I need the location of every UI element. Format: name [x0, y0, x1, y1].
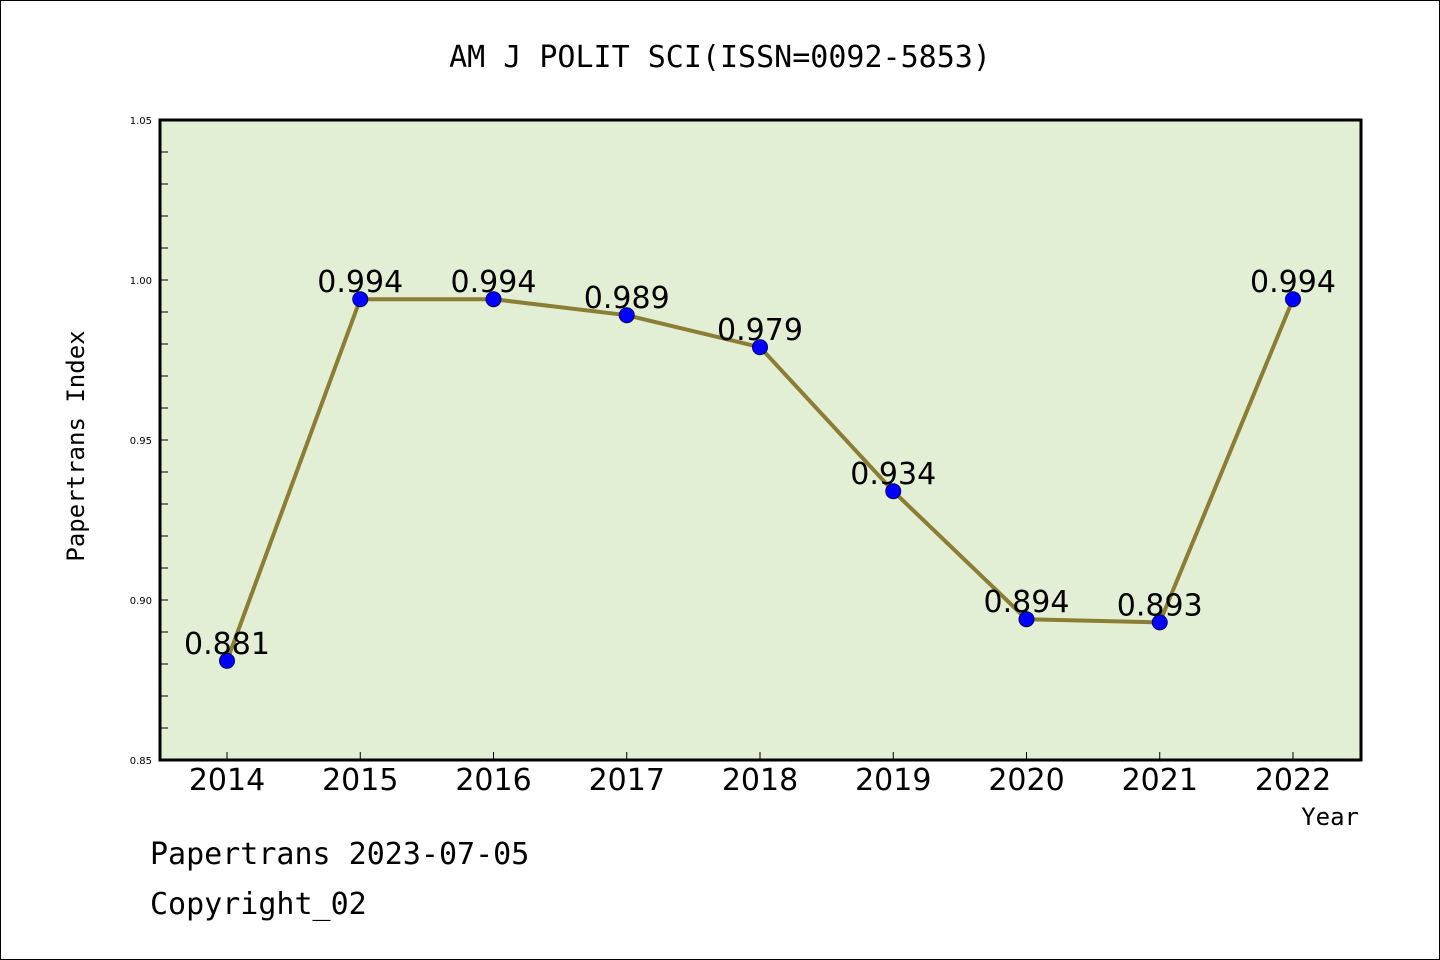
- data-point: [485, 291, 502, 308]
- y-tick-label: 1.00: [130, 276, 152, 287]
- data-label: 0.893: [1117, 588, 1203, 623]
- data-point: [219, 652, 235, 669]
- x-tick-label: 2018: [722, 763, 798, 798]
- data-point: [1018, 611, 1035, 628]
- y-tick-label: 0.85: [130, 756, 152, 767]
- data-point: [352, 291, 369, 308]
- data-point: [1151, 614, 1168, 631]
- y-tick-label: 0.95: [130, 436, 152, 447]
- x-tick-label: 2015: [322, 763, 398, 798]
- data-label: 0.881: [184, 627, 270, 662]
- x-tick-label: 2020: [988, 763, 1064, 798]
- data-point: [1285, 291, 1301, 308]
- data-point: [752, 339, 768, 356]
- data-point: [885, 483, 902, 500]
- x-axis-label: Year: [1301, 803, 1359, 831]
- data-label: 0.934: [850, 457, 936, 492]
- x-tick-label: 2016: [455, 763, 531, 798]
- x-tick-label: 2021: [1122, 763, 1198, 798]
- plot-border: [158, 118, 1363, 762]
- y-axis-label: Papertrans Index: [62, 330, 90, 561]
- y-tick-label: 1.05: [130, 116, 152, 127]
- data-label: 0.994: [451, 265, 537, 300]
- data-label: 0.979: [717, 313, 803, 348]
- x-tick-label: 2017: [589, 763, 665, 798]
- x-axis: 2014 2015 2016 2017 2018 2019 2020 2021 2022: [189, 752, 1331, 798]
- footer-date: Papertrans 2023-07-05: [150, 837, 529, 872]
- x-tick-label: 2022: [1255, 763, 1331, 798]
- data-labels: 0.881 0.994 0.994 0.989 0.979 0.934 0.894 0.893…: [184, 265, 1336, 662]
- data-point: [618, 307, 635, 324]
- x-tick-label: 2019: [855, 763, 931, 798]
- data-markers: [219, 291, 1301, 669]
- footer-copyright: Copyright_02: [150, 887, 367, 922]
- data-label: 0.994: [317, 265, 403, 300]
- data-label: 0.989: [584, 281, 670, 316]
- y-tick-label: 0.90: [130, 596, 152, 607]
- data-label: 0.894: [984, 585, 1070, 620]
- chart-title: AM J POLIT SCI(ISSN=0092-5853): [449, 40, 991, 75]
- plot-area: [160, 120, 1361, 760]
- data-label: 0.994: [1250, 265, 1336, 300]
- x-tick-label: 2014: [189, 763, 265, 798]
